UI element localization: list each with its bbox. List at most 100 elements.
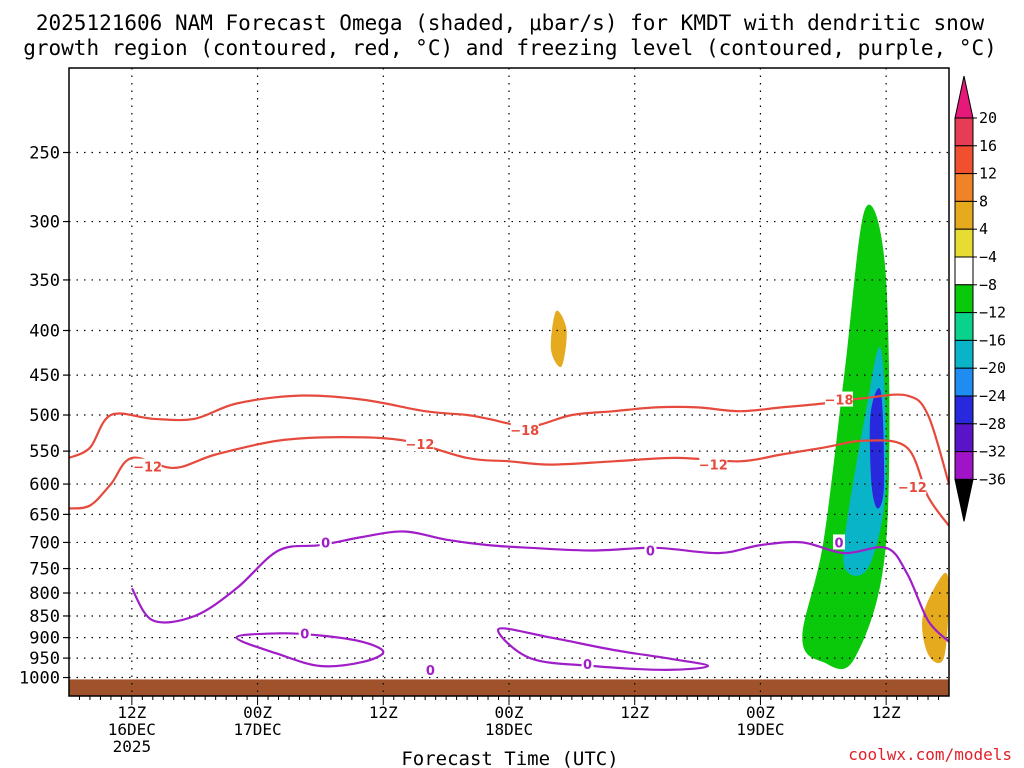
contour-label-bg (644, 542, 657, 558)
colorbar-label: −4 (979, 248, 997, 266)
y-tick-label: 550 (29, 442, 60, 462)
contour-label-bg (825, 391, 853, 407)
colorbar-label: −32 (979, 443, 1006, 461)
colorbar-band (954, 145, 974, 175)
chart-title-line-2: growth region (contoured, red, °C) and f… (23, 36, 997, 60)
contour-label: −12 (898, 481, 927, 496)
omega-region-core-purple (869, 388, 885, 509)
colorbar-band (954, 200, 974, 230)
colorbar-band (954, 117, 974, 147)
y-tick-label: 800 (29, 584, 60, 604)
contour-label: −18 (510, 424, 539, 439)
contour-label: −12 (405, 438, 434, 453)
contour-freezing-level-low-east (497, 627, 710, 671)
colorbar-label: −16 (979, 331, 1006, 349)
x-tick-label: 19DEC (736, 720, 784, 739)
y-tick-label: 850 (29, 607, 60, 627)
contour-label-bg (510, 421, 539, 437)
colorbar-top-arrow (954, 75, 974, 119)
colorbar-band (954, 395, 974, 425)
colorbar-band (954, 423, 974, 453)
colorbar-label: −36 (979, 470, 1006, 488)
contour-label: 0 (321, 536, 330, 551)
y-tick-label: 600 (29, 475, 60, 495)
contour-label: 0 (646, 544, 655, 559)
x-tick-label: 16DEC (108, 720, 156, 739)
y-tick-label: 700 (29, 533, 60, 553)
contour-label: 0 (834, 536, 843, 551)
y-tick-label: 650 (29, 505, 60, 525)
omega-region-upper-green-column (493, 276, 515, 365)
contour-label-bg (405, 436, 434, 452)
colorbar-band (954, 451, 974, 480)
x-tick-label: 00Z (746, 703, 775, 722)
contour-label: 0 (300, 627, 309, 642)
colorbar-band (954, 339, 974, 369)
x-tick-label: 12Z (872, 703, 901, 722)
y-tick-label: 900 (29, 629, 60, 649)
contour-label-bg (298, 625, 311, 641)
colorbar-label: 16 (979, 137, 997, 155)
colorbar-label: −8 (979, 276, 997, 294)
x-tick-label: 2025 (113, 737, 152, 756)
x-tick-label: 00Z (495, 703, 524, 722)
contour-label-bg (133, 458, 162, 474)
colorbar-label: −28 (979, 415, 1006, 433)
contour-label-bg (581, 656, 594, 672)
y-tick-label: 450 (29, 366, 60, 386)
y-axis: 2503003504004505005506006507007508008509… (19, 144, 69, 689)
colorbar-band (954, 228, 974, 258)
terrain-layer (69, 679, 949, 696)
y-tick-label: 950 (29, 649, 60, 669)
colorbar-label: −20 (979, 359, 1006, 377)
y-tick-label: 250 (29, 144, 60, 164)
terrain-fill (69, 679, 949, 696)
x-tick-label: 18DEC (485, 720, 533, 739)
colorbar-label: 20 (979, 109, 997, 127)
x-axis-label: Forecast Time (UTC) (401, 748, 618, 768)
colorbar-label: −24 (979, 387, 1006, 405)
contour-label-bg (833, 534, 845, 550)
x-tick-label: 12Z (620, 703, 649, 722)
y-tick-label: 750 (29, 560, 60, 580)
contour-label: 0 (583, 658, 592, 673)
contour-labels: −18 −18 −12 −12 −12 −12 0 0 0 0 0 0 (133, 391, 927, 679)
contour-label: −12 (133, 461, 162, 476)
contour-label: −12 (699, 459, 728, 474)
contour-label-bg (319, 534, 332, 550)
omega-region-left-green-strip (472, 411, 494, 532)
contour-freezing-level-lower (235, 632, 385, 668)
y-tick-label: 400 (29, 322, 60, 342)
contour-dgz-upper-minus-18 (68, 393, 951, 485)
colorbar-label: 8 (979, 192, 988, 210)
x-tick-label: 12Z (369, 703, 398, 722)
contour-label-bg (424, 661, 437, 677)
chart-title-line-1: 2025121606 NAM Forecast Omega (shaded, μ… (36, 11, 985, 35)
x-tick-label: 17DEC (233, 720, 281, 739)
colorbar-label: −12 (979, 304, 1006, 322)
omega-region-small-yellow-400 (550, 310, 567, 368)
x-tick-label: 00Z (243, 703, 272, 722)
contour-label: −18 (825, 394, 854, 409)
y-tick-label: 1000 (19, 669, 60, 689)
colorbar-bottom-arrow (954, 478, 974, 522)
colorbar-label: 4 (979, 220, 988, 238)
contour-label-bg (898, 479, 927, 495)
colorbar-band (954, 284, 974, 314)
omega-region-right-yellow-surface (922, 572, 949, 664)
contour-label: 0 (426, 664, 435, 679)
colorbar-band (954, 367, 974, 397)
colorbar-band (954, 312, 974, 341)
y-tick-label: 500 (29, 406, 60, 426)
colorbar: 20 16 12 8 4 −4 −8 −12 −16 −20 −24 −28 −32 −36 (954, 75, 1006, 522)
contour-freezing-level-upper (130, 530, 950, 643)
y-tick-label: 350 (29, 271, 60, 291)
colorbar-band (954, 173, 974, 202)
colorbar-band (954, 256, 974, 286)
omega-shading (472, 120, 949, 678)
contour-label-bg (699, 456, 728, 472)
credit-text: coolwx.com/models (848, 745, 1012, 764)
colorbar-label: 12 (979, 165, 997, 183)
